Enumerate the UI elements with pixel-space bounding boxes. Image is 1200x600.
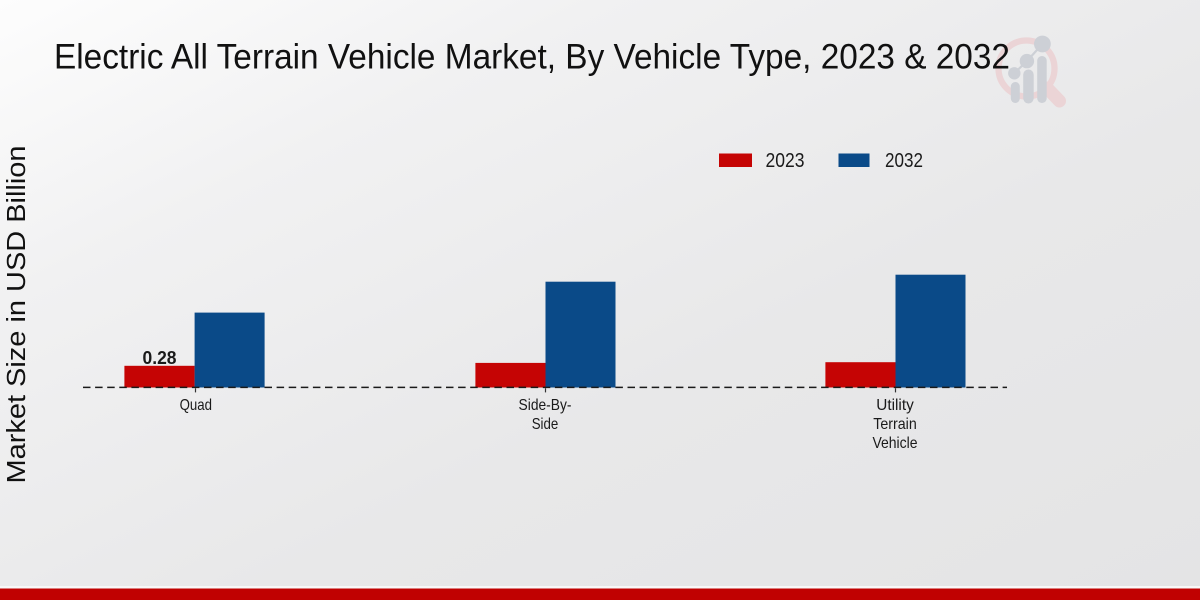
svg-text:Utility: Utility — [876, 397, 914, 414]
svg-text:Side: Side — [532, 416, 559, 433]
svg-text:Market Size in USD Billion: Market Size in USD Billion — [3, 146, 31, 484]
svg-text:0.28: 0.28 — [143, 348, 177, 368]
svg-text:Quad: Quad — [180, 397, 212, 414]
svg-text:Terrain: Terrain — [873, 416, 917, 433]
svg-text:Electric All Terrain Vehicle M: Electric All Terrain Vehicle Market, By … — [54, 37, 1010, 76]
svg-text:2032: 2032 — [885, 150, 923, 172]
svg-text:Vehicle: Vehicle — [872, 435, 917, 452]
svg-text:Side-By-: Side-By- — [519, 397, 572, 414]
svg-text:2023: 2023 — [766, 150, 805, 172]
